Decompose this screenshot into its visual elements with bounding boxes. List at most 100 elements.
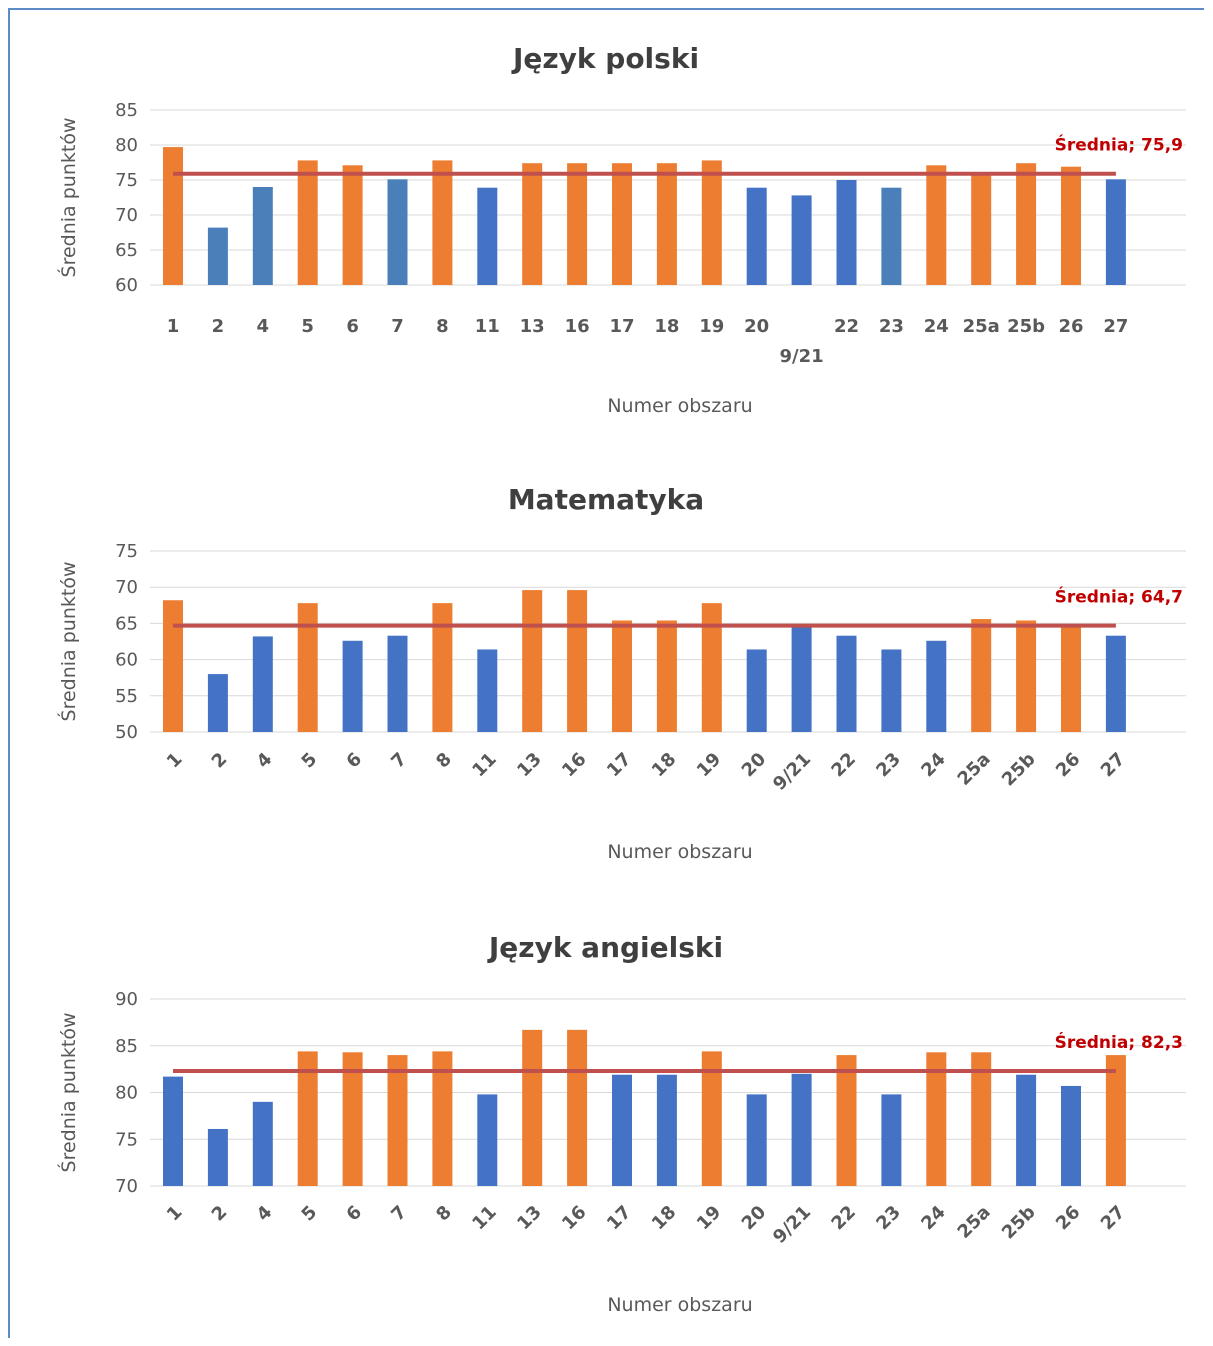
- page-frame: [8, 8, 1204, 1338]
- y-tick-label: 65: [115, 240, 138, 261]
- x-tick-label: 27: [1097, 749, 1130, 782]
- x-tick-label: 19: [693, 749, 726, 782]
- x-tick-label: 22: [827, 1202, 860, 1235]
- x-tick-label: 18: [648, 1202, 681, 1235]
- bar-22: [836, 635, 857, 732]
- y-tick-label: 60: [115, 275, 138, 296]
- y-tick-label: 70: [115, 1176, 138, 1197]
- bar-2: [207, 227, 228, 285]
- x-tick-label: 19: [693, 1202, 726, 1235]
- bar-18: [656, 163, 677, 285]
- y-tick-label: 70: [115, 577, 138, 598]
- x-tick-label: 7: [391, 316, 404, 337]
- bar-1: [163, 147, 183, 285]
- y-tick-label: 80: [115, 1083, 138, 1104]
- x-tick-label: 7: [387, 749, 411, 773]
- x-tick-label: 25a: [954, 749, 995, 790]
- bar-25b: [1016, 620, 1037, 732]
- x-tick-label: 23: [872, 1202, 905, 1235]
- bar-23: [881, 1094, 902, 1186]
- y-tick-label: 60: [115, 650, 138, 671]
- bar-16: [567, 163, 588, 285]
- bar-16: [567, 1029, 588, 1186]
- average-label: Średnia; 64,7: [1055, 586, 1183, 608]
- x-tick-label: 25a: [963, 316, 1000, 337]
- x-tick-label: 17: [603, 749, 636, 782]
- bar-25b: [1016, 163, 1037, 285]
- bar-27: [1105, 635, 1126, 732]
- bar-25b: [1016, 1074, 1037, 1186]
- x-tick-label: 27: [1097, 1202, 1130, 1235]
- y-axis-title: Średnia punktów: [56, 118, 80, 278]
- bar-4: [252, 1101, 273, 1186]
- x-tick-label: 13: [513, 749, 546, 782]
- bar-20: [746, 649, 767, 732]
- bar-27: [1105, 1055, 1126, 1186]
- x-tick-label: 5: [298, 1202, 322, 1226]
- x-tick-label: 8: [436, 316, 449, 337]
- y-tick-label: 85: [115, 1036, 138, 1057]
- x-tick-label: 25b: [998, 749, 1040, 791]
- y-tick-label: 55: [115, 686, 138, 707]
- bar-11: [477, 649, 498, 732]
- bar-22: [836, 1055, 857, 1186]
- x-tick-label: 18: [654, 316, 679, 337]
- x-tick-label: 22: [827, 749, 860, 782]
- x-tick-label: 4: [257, 316, 270, 337]
- bar-19: [701, 160, 722, 285]
- x-tick-label: 9/21: [769, 1202, 815, 1248]
- x-tick-label: 11: [468, 1202, 501, 1235]
- x-tick-label: 20: [738, 1202, 771, 1235]
- x-tick-label: 27: [1103, 316, 1128, 337]
- bar-20: [746, 187, 767, 285]
- bar-11: [477, 1094, 498, 1186]
- x-tick-label: 26: [1052, 1202, 1085, 1235]
- y-tick-label: 50: [115, 722, 138, 743]
- x-tick-label: 13: [520, 316, 545, 337]
- bar-22: [836, 180, 857, 285]
- bar-23: [881, 649, 902, 732]
- bar-9/21: [791, 195, 812, 285]
- y-axis-title: Średnia punktów: [56, 562, 80, 722]
- bar-1: [163, 1076, 183, 1186]
- y-tick-label: 85: [115, 100, 138, 121]
- x-tick-label: 24: [924, 316, 949, 337]
- x-tick-label: 7: [387, 1202, 411, 1226]
- x-tick-label: 20: [738, 749, 771, 782]
- y-tick-label: 75: [115, 1129, 138, 1150]
- bar-24: [926, 640, 947, 732]
- bar-17: [612, 163, 632, 285]
- x-tick-label: 8: [432, 749, 456, 773]
- x-tick-label: 17: [603, 1202, 636, 1235]
- bar-19: [701, 603, 722, 732]
- bar-25a: [971, 619, 992, 732]
- x-tick-label: 6: [346, 316, 359, 337]
- bar-25a: [971, 172, 992, 285]
- bar-2: [207, 674, 228, 732]
- x-tick-label: 5: [301, 316, 314, 337]
- x-tick-label: 8: [432, 1202, 456, 1226]
- y-tick-label: 75: [115, 541, 138, 562]
- bar-6: [342, 1052, 363, 1186]
- x-tick-label: 6: [342, 1202, 366, 1226]
- x-tick-label: 2: [208, 749, 232, 773]
- average-label: Średnia; 82,3: [1055, 1031, 1183, 1053]
- x-tick-label: 24: [917, 1202, 950, 1235]
- bar-26: [1061, 1085, 1081, 1186]
- x-tick-label: 17: [609, 316, 634, 337]
- bar-23: [881, 187, 902, 285]
- x-tick-label: 1: [167, 316, 180, 337]
- bar-5: [297, 1051, 318, 1186]
- bar-16: [567, 590, 588, 732]
- x-tick-label: 4: [253, 749, 277, 773]
- x-axis-title: Numer obszaru: [607, 395, 752, 417]
- y-tick-label: 90: [115, 989, 138, 1010]
- bar-6: [342, 165, 363, 285]
- x-tick-label: 9/21: [769, 749, 815, 795]
- bar-25a: [971, 1052, 992, 1186]
- y-tick-label: 75: [115, 170, 138, 191]
- x-tick-label: 1: [163, 1202, 187, 1226]
- x-tick-label: 23: [872, 749, 905, 782]
